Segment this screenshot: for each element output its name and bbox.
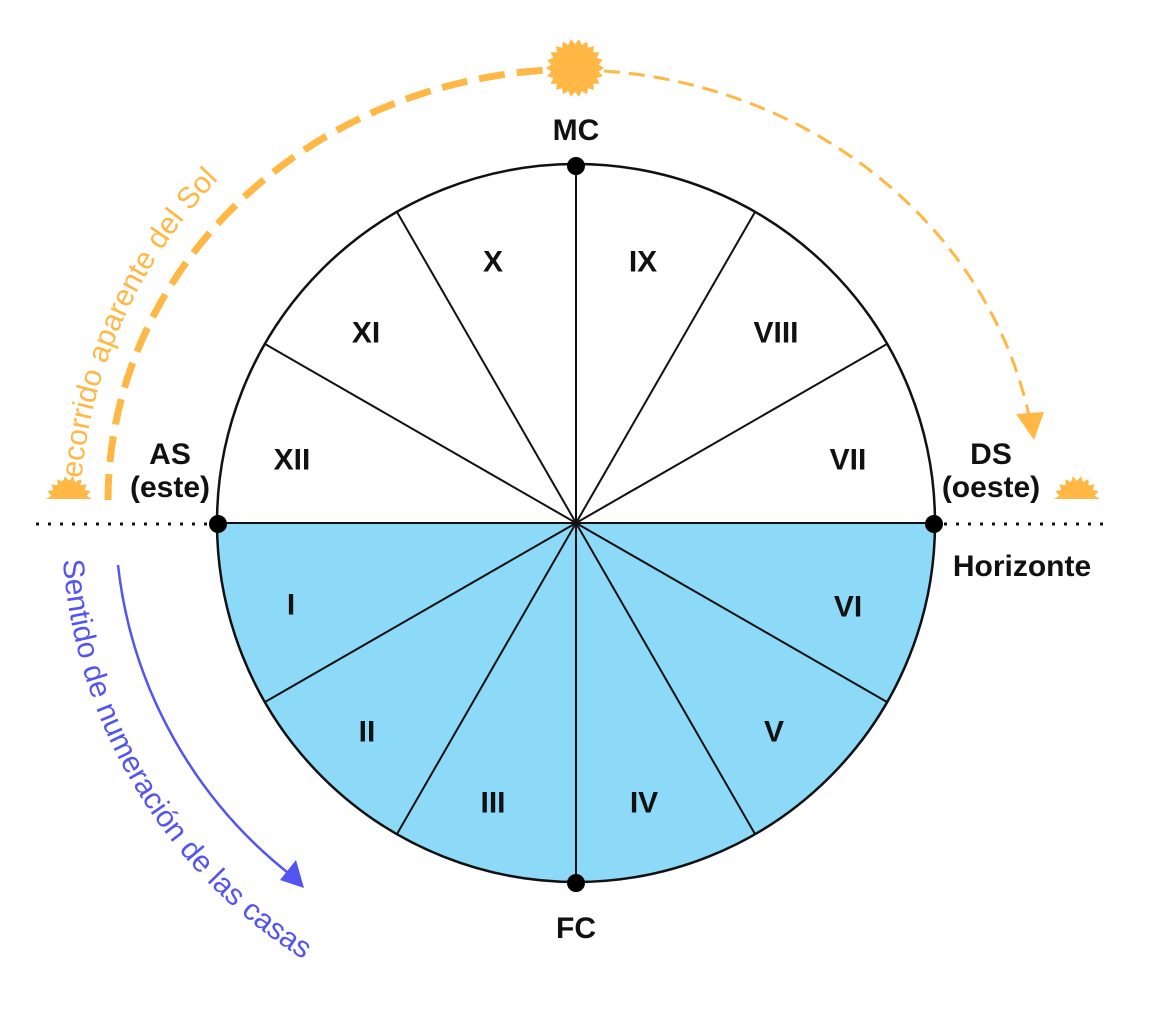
house-dividers <box>217 164 935 882</box>
sunrise-icon <box>46 476 92 499</box>
sun-path-label: Recorrido aparente del Sol <box>54 161 224 500</box>
numbering-arrowhead <box>280 860 304 888</box>
sun-path-setting <box>603 69 1032 421</box>
fc-point <box>567 874 585 892</box>
house-12: XII <box>274 444 311 477</box>
house-6: VI <box>834 591 862 624</box>
as-sub-label: (este) <box>130 471 210 504</box>
mc-label: MC <box>553 114 600 147</box>
house-7: VII <box>830 444 867 477</box>
sun-path-arrowhead <box>1016 412 1044 440</box>
as-label: AS <box>149 438 191 471</box>
sunsetIcon-shape <box>1054 476 1100 499</box>
house-8: VIII <box>753 317 798 350</box>
house-3: III <box>480 787 505 820</box>
numbering-direction-arrow <box>116 564 293 877</box>
mc-point <box>567 157 585 175</box>
sunriseIcon-shape <box>46 476 92 499</box>
house-10: X <box>483 246 503 279</box>
house-4: IV <box>630 787 658 820</box>
house-numbers: I II III IV V VI VII VIII IX X XI XII <box>274 246 867 820</box>
fc-label: FC <box>556 912 596 945</box>
house-2: II <box>359 716 376 749</box>
sun-icon <box>546 39 604 97</box>
ds-sub-label: (oeste) <box>942 471 1040 504</box>
house-9: IX <box>629 246 657 279</box>
sunset-icon <box>1054 476 1100 499</box>
sun-path-rising <box>104 66 549 501</box>
house-1: I <box>287 589 295 622</box>
house-5: V <box>764 716 784 749</box>
as-point <box>209 515 227 533</box>
sunIcon-shape <box>546 39 604 97</box>
horizon-label: Horizonte <box>953 550 1091 583</box>
ds-point <box>925 515 943 533</box>
ds-label: DS <box>970 438 1012 471</box>
house-11: XI <box>352 317 380 350</box>
